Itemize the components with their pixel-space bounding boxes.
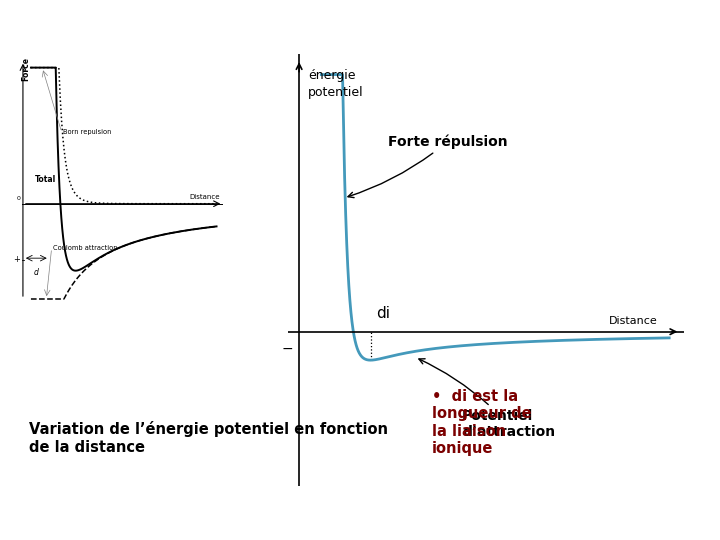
Text: Coulomb attraction: Coulomb attraction: [53, 245, 117, 251]
Text: Born repulsion: Born repulsion: [63, 129, 112, 135]
Text: énergie
potentiel: énergie potentiel: [308, 70, 364, 99]
Text: Variation de l’énergie potentiel en fonction
de la distance: Variation de l’énergie potentiel en fonc…: [29, 421, 388, 455]
Text: +: +: [14, 255, 20, 264]
Text: Distance: Distance: [609, 315, 658, 326]
Text: di: di: [377, 306, 390, 321]
Text: d: d: [34, 268, 39, 278]
Text: Distance: Distance: [189, 194, 220, 200]
Text: •  di est la
longueur de
la liaison
ionique: • di est la longueur de la liaison ioniq…: [432, 389, 531, 456]
Text: Potentiel
d’attraction: Potentiel d’attraction: [419, 359, 555, 440]
Text: Force: Force: [21, 57, 30, 82]
Text: 0: 0: [17, 196, 20, 201]
Text: Forte répulsion: Forte répulsion: [348, 134, 508, 198]
Text: Total: Total: [35, 176, 56, 184]
Text: −: −: [282, 342, 293, 356]
